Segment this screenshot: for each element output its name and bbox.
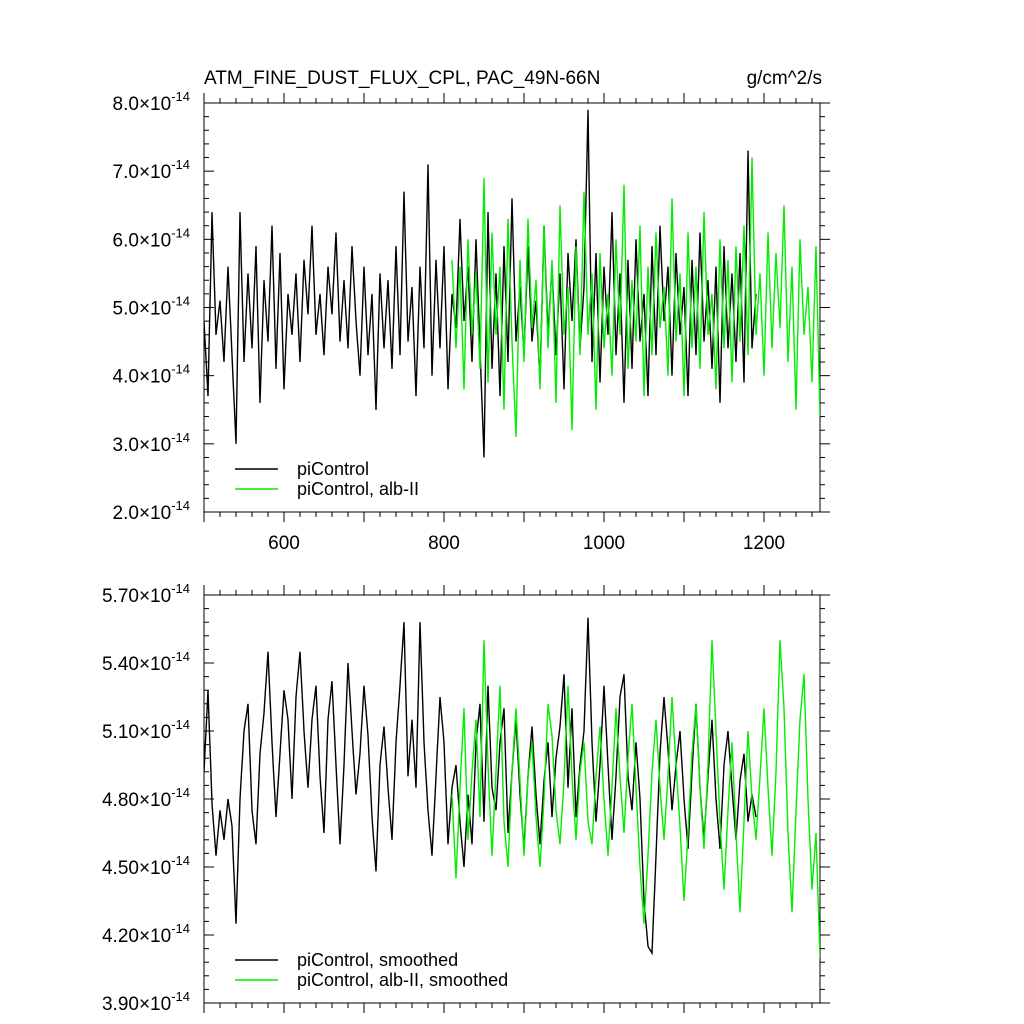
units-label: g/cm^2/s — [747, 68, 822, 89]
legend-label: piControl, smoothed — [297, 950, 458, 970]
x-tick-label: 1000 — [583, 533, 625, 554]
legend-label: piControl, alb-II — [297, 479, 419, 499]
chart-title: ATM_FINE_DUST_FLUX_CPL, PAC_49N-66N — [204, 68, 600, 89]
y-tick-label: 4.20×10-14 — [102, 921, 190, 947]
series-line-alb-ii — [451, 640, 820, 958]
series-line-alb-ii — [451, 157, 820, 438]
plot-frame — [203, 594, 821, 1004]
x-tick-label: 800 — [428, 533, 460, 554]
y-tick-label: 8.0×10-14 — [113, 89, 190, 115]
y-tick-label: 7.0×10-14 — [113, 157, 190, 183]
x-tick-label: 600 — [268, 533, 300, 554]
y-tick-label: 6.0×10-14 — [113, 225, 190, 251]
bottom-panel: 3.90×10-14 4.20×10-14 4.50×10-14 4.80×10-14… — [102, 581, 830, 1015]
y-tick-label: 4.0×10-14 — [113, 362, 190, 388]
y-tick-label: 5.0×10-14 — [113, 294, 190, 320]
top-panel: 2.0×10-14 3.0×10-14 4.0×10-14 5.0×10-14 6.0×… — [113, 89, 830, 554]
y-tick-label: 4.50×10-14 — [102, 853, 190, 879]
y-tick-label: 3.90×10-14 — [102, 989, 190, 1015]
y-tick-label: 5.70×10-14 — [102, 581, 190, 607]
y-tick-label: 5.10×10-14 — [102, 717, 190, 743]
y-tick-label: 2.0×10-14 — [113, 498, 190, 524]
y-tick-label: 5.40×10-14 — [102, 649, 190, 675]
series-line-picontrol — [204, 109, 757, 458]
x-tick-label: 1200 — [743, 533, 785, 554]
y-tick-label: 3.0×10-14 — [113, 430, 190, 456]
series-line-picontrol — [204, 617, 757, 956]
y-tick-label: 4.80×10-14 — [102, 785, 190, 811]
legend-label: piControl, alb-II, smoothed — [297, 970, 508, 990]
legend-label: piControl — [297, 459, 369, 479]
plot-frame — [203, 102, 821, 513]
